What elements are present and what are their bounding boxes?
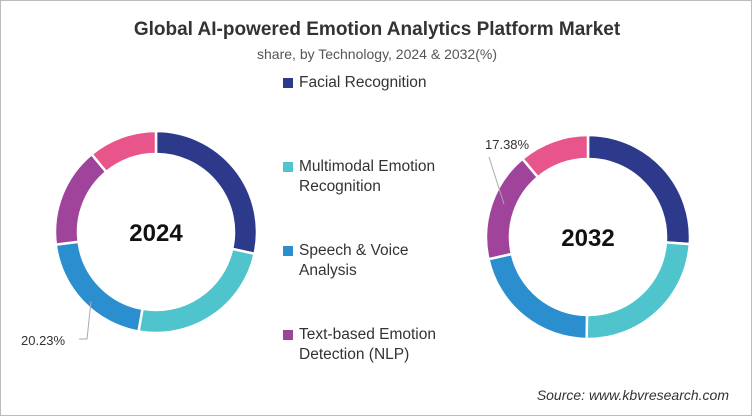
data-label: 20.23%: [21, 333, 66, 348]
center-label: 2032: [561, 225, 614, 252]
legend-item-speech: Speech & Voice Analysis: [283, 241, 408, 281]
legend-swatch: [283, 246, 293, 256]
donut-slice-2024-3: [53, 152, 109, 247]
donut-slice-2024-1: [137, 247, 257, 335]
legend-label: Speech & Voice: [299, 242, 409, 259]
leader-line: [488, 156, 505, 205]
chart-subtitle: share, by Technology, 2024 & 2032(%): [257, 46, 497, 62]
donut-slice-2032-1: [585, 241, 692, 341]
chart-title: Global AI-powered Emotion Analytics Plat…: [133, 19, 621, 40]
data-label: 17.38%: [485, 137, 530, 152]
source-note: Source: www.kbvresearch.com: [536, 387, 729, 403]
legend-label: Text-based Emotion: [299, 326, 436, 343]
donut-slice-2024-2: [54, 240, 144, 333]
legend-item-text: Text-based Emotion Detection (NLP): [283, 325, 436, 365]
legend-label-line2: Detection (NLP): [299, 346, 410, 363]
legend-label: Multimodal Emotion: [299, 158, 436, 175]
leader-line: [79, 300, 92, 340]
legend-swatch: [283, 330, 293, 340]
donut-slice-2032-3: [484, 157, 540, 261]
legend-label: Facial Recognition: [299, 74, 427, 91]
legend-swatch: [283, 78, 293, 88]
donut-slice-2024-4: [89, 129, 158, 174]
donut-slice-2032-4: [520, 133, 590, 179]
legend-item-multimodal: Multimodal Emotion Recognition: [283, 157, 435, 197]
center-label: 2024: [129, 220, 183, 247]
legend-swatch: [283, 162, 293, 172]
donut-slice-2032-2: [486, 252, 589, 341]
legend-label-line2: Analysis: [299, 262, 357, 279]
legend-item-facial: Facial Recognition: [283, 73, 427, 93]
legend-label-line2: Recognition: [299, 178, 381, 195]
